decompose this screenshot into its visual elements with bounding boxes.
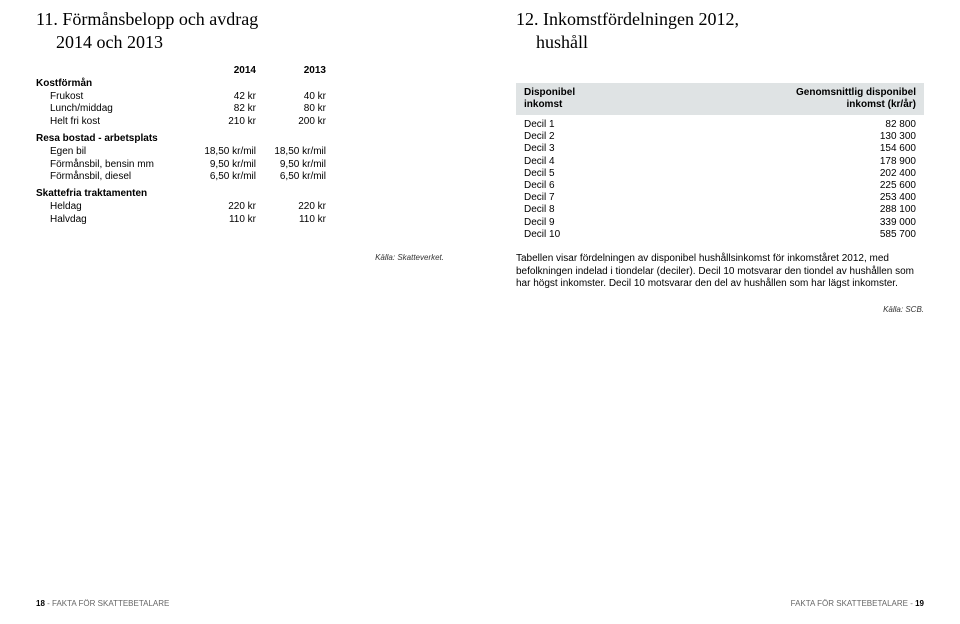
table-row: Decil 10585 700 bbox=[524, 229, 916, 241]
row-val: 154 600 bbox=[836, 143, 916, 155]
row-label: Frukost bbox=[36, 91, 186, 104]
row-val-2013: 40 kr bbox=[256, 91, 326, 104]
header-year-2013: 2013 bbox=[256, 65, 326, 78]
row-label: Decil 3 bbox=[524, 143, 836, 155]
row-val: 339 000 bbox=[836, 217, 916, 229]
row-val-2014: 220 kr bbox=[186, 201, 256, 214]
table-row: Förmånsbil, bensin mm 9,50 kr/mil 9,50 k… bbox=[36, 159, 444, 172]
title-line-2: 2014 och 2013 bbox=[36, 31, 444, 54]
row-val-2014: 6,50 kr/mil bbox=[186, 171, 256, 184]
section-12-title: 12. Inkomstfördelningen 2012, hushåll bbox=[516, 8, 924, 53]
table-row: Decil 6225 600 bbox=[524, 180, 916, 192]
row-val-2014: 82 kr bbox=[186, 103, 256, 116]
row-label: Förmånsbil, bensin mm bbox=[36, 159, 186, 172]
table-row: Egen bil 18,50 kr/mil 18,50 kr/mil bbox=[36, 146, 444, 159]
row-val: 253 400 bbox=[836, 192, 916, 204]
group-kostforman: Kostförmån bbox=[36, 78, 444, 91]
section-11-title: 11. Förmånsbelopp och avdrag 2014 och 20… bbox=[36, 8, 444, 53]
row-label: Decil 7 bbox=[524, 192, 836, 204]
row-val-2014: 18,50 kr/mil bbox=[186, 146, 256, 159]
group-traktamenten: Skattefria traktamenten bbox=[36, 188, 444, 201]
source-left: Källa: Skatteverket. bbox=[36, 253, 444, 262]
page-number: 19 bbox=[915, 599, 924, 608]
row-val: 585 700 bbox=[836, 229, 916, 241]
footer-text: - FAKTA FÖR SKATTEBETALARE bbox=[45, 599, 169, 608]
header-left: Disponibel inkomst bbox=[524, 87, 756, 111]
row-label: Lunch/middag bbox=[36, 103, 186, 116]
row-label: Decil 10 bbox=[524, 229, 836, 241]
table-row: Decil 9339 000 bbox=[524, 217, 916, 229]
footer-left: 18 - FAKTA FÖR SKATTEBETALARE bbox=[36, 599, 169, 608]
row-label: Decil 2 bbox=[524, 131, 836, 143]
title-line-1: 12. Inkomstfördelningen 2012, bbox=[516, 9, 739, 29]
row-val-2013: 220 kr bbox=[256, 201, 326, 214]
row-val: 178 900 bbox=[836, 156, 916, 168]
title-line-2: hushåll bbox=[516, 31, 924, 54]
row-label: Decil 1 bbox=[524, 119, 836, 131]
table-row: Decil 2130 300 bbox=[524, 131, 916, 143]
row-val: 82 800 bbox=[836, 119, 916, 131]
row-label: Helt fri kost bbox=[36, 116, 186, 129]
row-val-2013: 80 kr bbox=[256, 103, 326, 116]
row-label: Halvdag bbox=[36, 214, 186, 227]
row-val-2013: 18,50 kr/mil bbox=[256, 146, 326, 159]
group-label: Skattefria traktamenten bbox=[36, 188, 186, 201]
row-val: 225 600 bbox=[836, 180, 916, 192]
table-row: Frukost 42 kr 40 kr bbox=[36, 91, 444, 104]
row-val-2013: 110 kr bbox=[256, 214, 326, 227]
row-label: Decil 5 bbox=[524, 168, 836, 180]
page-left: 11. Förmånsbelopp och avdrag 2014 och 20… bbox=[0, 0, 480, 624]
row-label: Egen bil bbox=[36, 146, 186, 159]
page-right: 12. Inkomstfördelningen 2012, hushåll Di… bbox=[480, 0, 960, 624]
table-12-header: Disponibel inkomst Genomsnittlig disponi… bbox=[516, 83, 924, 115]
table-row: Decil 8288 100 bbox=[524, 204, 916, 216]
row-label: Decil 8 bbox=[524, 204, 836, 216]
row-val-2014: 210 kr bbox=[186, 116, 256, 129]
header-right: Genomsnittlig disponibel inkomst (kr/år) bbox=[756, 87, 916, 111]
table-row: Decil 5202 400 bbox=[524, 168, 916, 180]
row-label: Decil 6 bbox=[524, 180, 836, 192]
row-val: 202 400 bbox=[836, 168, 916, 180]
table-row: Decil 182 800 bbox=[524, 119, 916, 131]
row-val: 130 300 bbox=[836, 131, 916, 143]
group-label: Kostförmån bbox=[36, 78, 186, 91]
group-label: Resa bostad - arbetsplats bbox=[36, 133, 186, 146]
table-row: Heldag 220 kr 220 kr bbox=[36, 201, 444, 214]
table-row: Decil 3154 600 bbox=[524, 143, 916, 155]
row-label: Decil 9 bbox=[524, 217, 836, 229]
row-val-2013: 6,50 kr/mil bbox=[256, 171, 326, 184]
row-label: Decil 4 bbox=[524, 156, 836, 168]
row-label: Förmånsbil, diesel bbox=[36, 171, 186, 184]
footer-right: FAKTA FÖR SKATTEBETALARE - 19 bbox=[791, 599, 924, 608]
header-year-2014: 2014 bbox=[186, 65, 256, 78]
row-val: 288 100 bbox=[836, 204, 916, 216]
table-row: Helt fri kost 210 kr 200 kr bbox=[36, 116, 444, 129]
table-11: 2014 2013 Kostförmån Frukost 42 kr 40 kr… bbox=[36, 65, 444, 227]
table-row: Halvdag 110 kr 110 kr bbox=[36, 214, 444, 227]
table-12-body: Decil 182 800 Decil 2130 300 Decil 3154 … bbox=[516, 115, 924, 243]
table-row: Lunch/middag 82 kr 80 kr bbox=[36, 103, 444, 116]
row-label: Heldag bbox=[36, 201, 186, 214]
table-row: Decil 7253 400 bbox=[524, 192, 916, 204]
row-val-2014: 110 kr bbox=[186, 214, 256, 227]
row-val-2014: 42 kr bbox=[186, 91, 256, 104]
table-row: Decil 4178 900 bbox=[524, 156, 916, 168]
row-val-2013: 9,50 kr/mil bbox=[256, 159, 326, 172]
group-resa: Resa bostad - arbetsplats bbox=[36, 133, 444, 146]
table-row: Förmånsbil, diesel 6,50 kr/mil 6,50 kr/m… bbox=[36, 171, 444, 184]
footer-text: FAKTA FÖR SKATTEBETALARE - bbox=[791, 599, 915, 608]
row-val-2014: 9,50 kr/mil bbox=[186, 159, 256, 172]
row-val-2013: 200 kr bbox=[256, 116, 326, 129]
table-12-caption: Tabellen visar fördelningen av disponibe… bbox=[516, 253, 924, 291]
page-number: 18 bbox=[36, 599, 45, 608]
title-line-1: 11. Förmånsbelopp och avdrag bbox=[36, 9, 258, 29]
source-right: Källa: SCB. bbox=[516, 305, 924, 314]
table-11-header: 2014 2013 bbox=[36, 65, 444, 78]
